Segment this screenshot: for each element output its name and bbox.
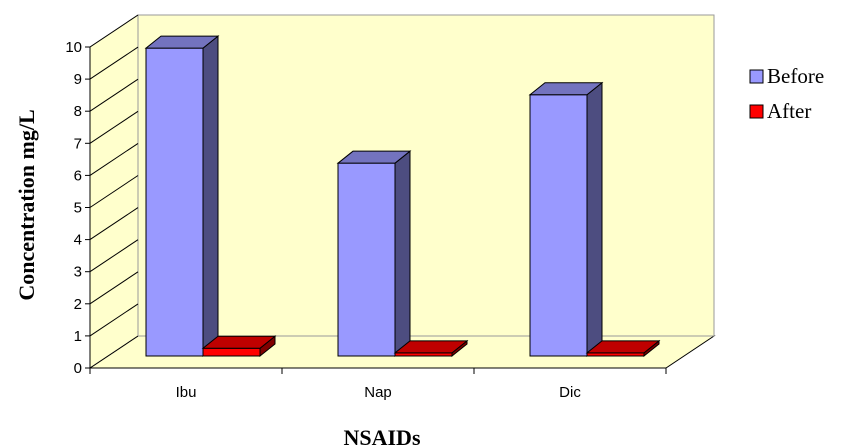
y-tick-depth [89,335,139,369]
y-tick-label: 5 [74,200,82,217]
x-axis-title: NSAIDs [343,425,420,448]
bar-front [529,94,588,357]
bar-top [144,35,220,49]
x-tick-label: Nap [364,384,392,401]
bar-front [202,347,261,357]
y-axis: 0 1 2 3 4 5 6 7 8 9 10 [65,14,139,377]
bars [144,35,661,358]
bar [528,81,604,358]
y-tick-label: 10 [65,39,82,56]
legend-swatch [749,69,764,84]
y-tick-depth [89,142,139,176]
y-tick-depth [89,14,139,48]
y-tick-label: 9 [74,71,82,88]
bar [336,150,412,358]
bar [144,35,220,358]
y-tick-label: 6 [74,167,82,184]
x-axis: Ibu Nap Dic [89,367,667,401]
bar-top [393,340,469,354]
y-tick-depth [89,175,139,208]
bar-top [528,82,604,96]
bar-top [201,335,277,349]
bar-side [586,81,603,358]
legend: Before After [749,64,824,123]
y-tick-label: 4 [74,232,82,249]
y-tick-label: 2 [74,296,82,313]
y-tick-depth [89,271,139,305]
bar-top [336,150,412,164]
back-wall [137,14,715,337]
bar-front [337,162,396,357]
y-tick-depth [89,78,139,112]
legend-label: Before [767,64,824,88]
y-tick-label: 3 [74,264,82,281]
y-tick-label: 7 [74,135,82,152]
y-tick-depth [89,239,139,273]
bar [585,339,661,358]
y-axis-title: Concentration mg/L [14,109,39,300]
y-tick-label: 1 [74,328,82,345]
chart-walls [88,14,716,369]
x-tick-label: Ibu [176,384,197,401]
y-tick-depth [89,46,139,80]
y-tick-label: 0 [74,360,82,377]
bar-top [585,340,661,354]
bar-side [394,150,411,358]
bar [201,335,277,358]
bar-side [202,35,219,358]
x-tick-label: Dic [559,384,581,401]
y-tick-depth [89,303,139,337]
y-tick-depth [89,110,139,144]
bar-front [145,47,204,357]
bar [393,339,469,358]
y-tick-label: 8 [74,103,82,120]
y-tick-depth [89,207,139,241]
legend-label: After [767,99,811,123]
legend-swatch [749,104,764,119]
